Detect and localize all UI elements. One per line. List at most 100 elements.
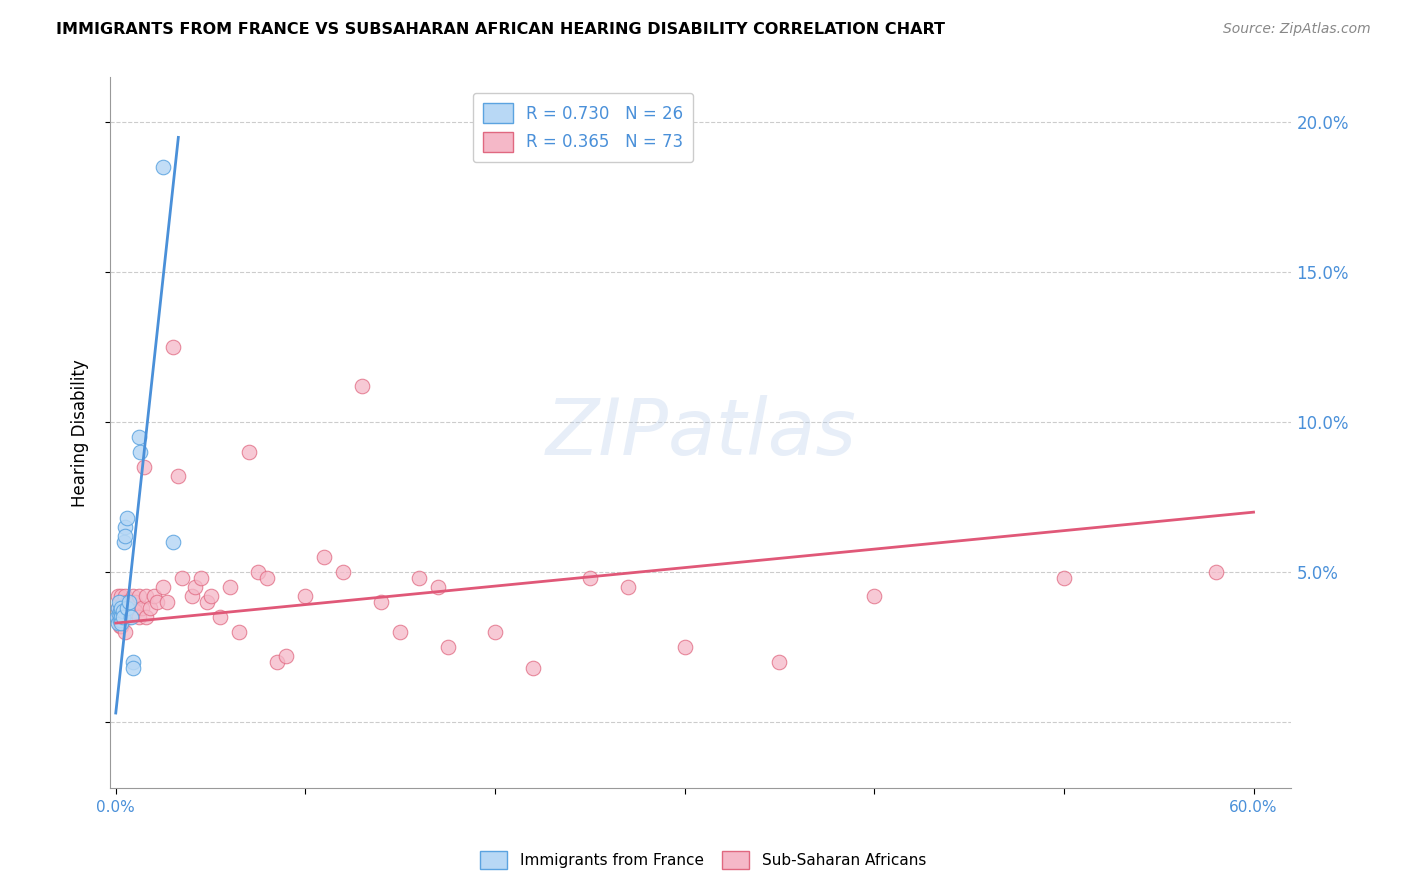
Point	[107, 601, 129, 615]
Point	[107, 616, 129, 631]
Point	[195, 595, 218, 609]
Point	[190, 571, 212, 585]
Point	[427, 580, 450, 594]
Point	[110, 601, 132, 615]
Point	[673, 640, 696, 654]
Point	[121, 661, 143, 675]
Point	[114, 589, 136, 603]
Point	[184, 580, 207, 594]
Point	[209, 610, 232, 624]
Point	[266, 655, 288, 669]
Point	[108, 601, 131, 615]
Point	[314, 550, 336, 565]
Point	[142, 589, 165, 603]
Point	[863, 589, 886, 603]
Point	[522, 661, 544, 675]
Text: ZIPatlas: ZIPatlas	[546, 394, 856, 471]
Point	[152, 161, 174, 175]
Point	[352, 379, 374, 393]
Point	[167, 469, 190, 483]
Point	[276, 648, 298, 663]
Point	[108, 613, 131, 627]
Point	[246, 565, 269, 579]
Point	[118, 610, 141, 624]
Point	[110, 607, 132, 621]
Point	[112, 595, 135, 609]
Text: Source: ZipAtlas.com: Source: ZipAtlas.com	[1223, 22, 1371, 37]
Point	[110, 589, 132, 603]
Point	[294, 589, 316, 603]
Point	[128, 610, 150, 624]
Point	[218, 580, 240, 594]
Point	[436, 640, 458, 654]
Point	[162, 535, 184, 549]
Point	[1205, 565, 1227, 579]
Point	[134, 460, 156, 475]
Point	[389, 625, 412, 640]
Point	[108, 619, 131, 633]
Point	[112, 604, 135, 618]
Text: IMMIGRANTS FROM FRANCE VS SUBSAHARAN AFRICAN HEARING DISABILITY CORRELATION CHAR: IMMIGRANTS FROM FRANCE VS SUBSAHARAN AFR…	[56, 22, 945, 37]
Point	[579, 571, 602, 585]
Point	[131, 601, 153, 615]
Point	[121, 655, 143, 669]
Point	[114, 610, 136, 624]
Point	[156, 595, 179, 609]
Point	[124, 595, 146, 609]
Point	[110, 619, 132, 633]
Point	[200, 589, 222, 603]
Point	[115, 604, 138, 618]
Point	[238, 445, 260, 459]
Point	[120, 610, 142, 624]
Point	[120, 604, 142, 618]
Legend: R = 0.730   N = 26, R = 0.365   N = 73: R = 0.730 N = 26, R = 0.365 N = 73	[472, 93, 693, 161]
Point	[114, 529, 136, 543]
Point	[115, 511, 138, 525]
Point	[112, 535, 135, 549]
Point	[128, 589, 150, 603]
Point	[162, 340, 184, 354]
Point	[107, 595, 129, 609]
Point	[115, 595, 138, 609]
Point	[172, 571, 194, 585]
Point	[118, 601, 141, 615]
Point	[616, 580, 638, 594]
Point	[146, 595, 169, 609]
Text: 60.0%: 60.0%	[1229, 800, 1278, 815]
Point	[256, 571, 278, 585]
Point	[108, 610, 131, 624]
Point	[135, 589, 157, 603]
Point	[124, 604, 146, 618]
Point	[408, 571, 430, 585]
Point	[107, 589, 129, 603]
Point	[110, 610, 132, 624]
Point	[121, 601, 143, 615]
Point	[180, 589, 202, 603]
Point	[139, 601, 162, 615]
Point	[228, 625, 250, 640]
Point	[768, 655, 790, 669]
Point	[110, 601, 132, 615]
Point	[110, 616, 132, 631]
Legend: Immigrants from France, Sub-Saharan Africans: Immigrants from France, Sub-Saharan Afri…	[474, 845, 932, 875]
Point	[107, 601, 129, 615]
Point	[108, 595, 131, 609]
Point	[1053, 571, 1076, 585]
Point	[115, 610, 138, 624]
Point	[112, 604, 135, 618]
Point	[135, 610, 157, 624]
Point	[128, 430, 150, 444]
Point	[152, 580, 174, 594]
Point	[108, 604, 131, 618]
Y-axis label: Hearing Disability: Hearing Disability	[72, 359, 89, 507]
Point	[112, 610, 135, 624]
Point	[110, 610, 132, 624]
Point	[105, 610, 128, 624]
Point	[121, 589, 143, 603]
Point	[129, 445, 152, 459]
Point	[112, 610, 135, 624]
Point	[115, 601, 138, 615]
Point	[107, 610, 129, 624]
Point	[332, 565, 354, 579]
Point	[120, 595, 142, 609]
